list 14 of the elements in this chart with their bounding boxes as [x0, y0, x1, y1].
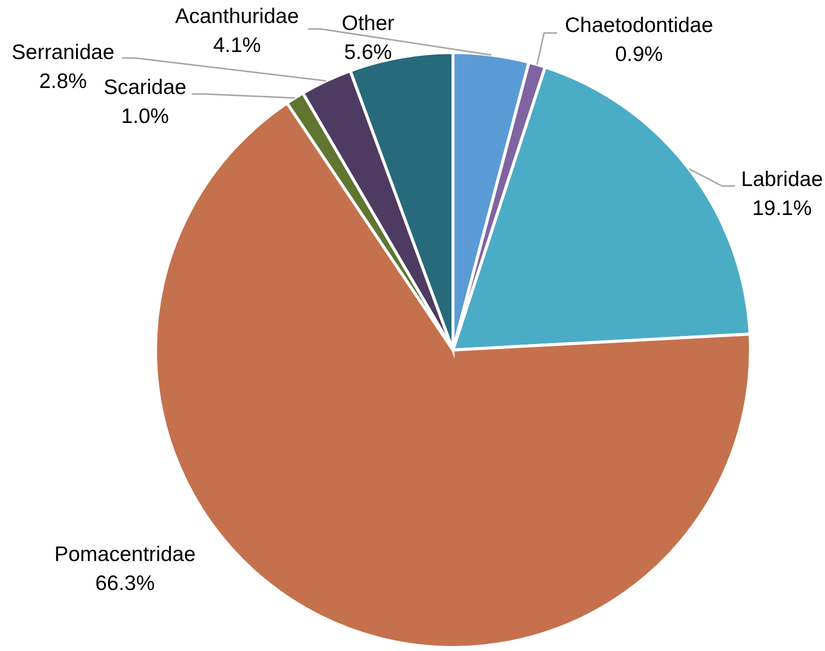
data-label: 1.0% [121, 104, 169, 128]
data-label: 5.6% [344, 40, 392, 64]
data-label: 2.8% [39, 70, 87, 93]
slice-label: Chaetodontidae [564, 14, 714, 37]
slice-label: Serranidae [12, 40, 114, 64]
data-label: 4.1% [213, 34, 261, 57]
slice-label: Other [342, 12, 394, 35]
data-label: 0.9% [615, 42, 663, 66]
slice-label: Labridae [741, 168, 823, 191]
slice-label: Acanthuridae [175, 4, 299, 28]
data-label: 66.3% [95, 572, 155, 595]
slice-label: Scaridae [104, 76, 186, 99]
data-label: 19.1% [752, 196, 812, 220]
slice-label: Pomacentridae [54, 542, 196, 566]
